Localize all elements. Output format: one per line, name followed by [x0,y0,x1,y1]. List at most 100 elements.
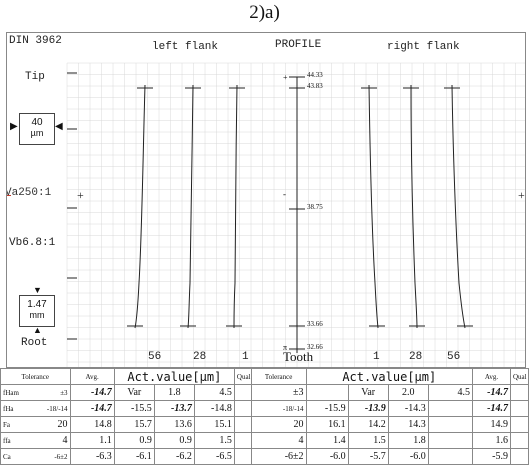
table-row: fHa -18/-14 -14.7 -15.5 -13.7 -14.8 -18/… [0,400,529,417]
val-cell: 15.7 [113,416,155,433]
left-tooth-28: 28 [193,351,207,363]
right-plus-marker: + [518,188,525,202]
qual-cell [509,448,529,465]
profile-marker-top: + [283,73,288,82]
qual-header-right: Qual [509,368,529,385]
tip-label: Tip [25,71,45,83]
arrow-left-icon: ◀ [55,121,63,132]
right-trace-1 [368,84,379,329]
act-value-header-left: Act.value[µm] [113,368,235,385]
tol-cell: 4 [42,432,71,449]
right-trace-56 [451,84,466,329]
table-row: Fa 20 14.8 15.7 13.6 15.1 20 16.1 14.2 1… [0,416,529,433]
val-cell: 0.9 [113,432,155,449]
qual-cell [233,400,252,417]
val-cell [427,400,474,417]
arrow-right-icon: ▶ [10,121,18,132]
val-cell: -6.1 [113,448,155,465]
avg-cell: 1.1 [69,432,115,449]
val-cell: -14.8 [193,400,235,417]
right-tooth-56: 56 [447,351,461,363]
avg-header-left: Avg. [69,368,115,385]
qual-cell [233,432,252,449]
val-cell [427,448,474,465]
val-cell: 1.5 [193,432,235,449]
table-header-row: Tolerance Avg. Act.value[µm] Qual Tolera… [0,368,529,385]
scale-bottom-value: 1.47 [27,299,47,310]
val-cell: 14.3 [387,416,429,433]
tooth-label: Tooth [283,349,314,364]
val-cell: 1.8 [387,432,429,449]
va-label: Va250:1 [6,187,52,199]
tol-cell: -18/-14 [250,400,307,417]
profile-marker-middle: - [283,189,286,199]
val-cell [305,384,349,401]
scale-bottom-box: 1.47 mm [19,295,55,327]
profile-tick-5: 32.66 [307,343,323,351]
profile-scale [289,76,305,353]
param-cell: Fa [0,416,43,433]
tol-cell: ±3 [250,384,307,401]
qual-header-left: Qual [233,368,252,385]
right-flank-label: right flank [387,41,460,53]
val-cell: 1.4 [305,432,349,449]
tol-cell: -18/-14 [42,400,71,417]
qual-cell [233,448,252,465]
table-row: Ca -6±2 -6.3 -6.1 -6.2 -6.5 -6±2 -6.0 -5… [0,448,529,465]
scale-top-unit: µm [30,128,44,138]
act-value-header-right: Act.value[µm] [305,368,474,385]
tolerance-header-right: Tolerance [250,368,307,385]
val-cell: Var [113,384,155,401]
qual-cell [233,384,252,401]
tolerance-table: Tolerance Avg. Act.value[µm] Qual Tolera… [0,368,529,465]
avg-cell: -5.9 [472,448,511,465]
left-trace-56 [134,84,146,329]
tol-cell: 4 [250,432,307,449]
left-flank-label: left flank [152,41,219,53]
val-cell: 15.1 [193,416,235,433]
param-cell: ffa [0,432,43,449]
avg-cell: -14.7 [472,400,511,417]
left-flank-traces [127,84,245,329]
avg-cell: 1.6 [472,432,511,449]
tol-cell: 20 [42,416,71,433]
right-tooth-1: 1 [373,351,380,363]
val-cell: -5.7 [347,448,389,465]
val-cell: -13.7 [153,400,195,417]
figure-label: 2)a) [249,2,280,23]
va-red-mark [7,195,11,196]
val-cell: -14.3 [387,400,429,417]
right-trace-28 [410,84,418,329]
val-cell: -15.5 [113,400,155,417]
val-cell: -6.2 [153,448,195,465]
param-cell: fHam [0,384,43,401]
tolerance-header-left: Tolerance [0,368,71,385]
left-plus-marker: + [77,188,84,202]
val-cell [427,416,474,433]
profile-chart: + + DIN 3962 left flank PROFILE right fl… [6,32,526,368]
qual-cell [509,400,529,417]
val-cell: 0.9 [153,432,195,449]
qual-cell [509,432,529,449]
left-trace-1 [233,84,238,329]
profile-tick-2: 43.83 [307,82,323,90]
avg-cell: -14.7 [472,384,511,401]
table-row: ffa 4 1.1 0.9 0.9 1.5 4 1.4 1.5 1.8 1.6 [0,432,529,449]
root-label: Root [21,337,48,349]
avg-cell: 14.8 [69,416,115,433]
val-cell: 16.1 [305,416,349,433]
left-tooth-56: 56 [148,351,162,363]
tol-cell: ±3 [42,384,71,401]
profile-tick-4: 33.66 [307,320,323,328]
scale-top-value: 40 [31,117,43,128]
profile-marker-bottom: π [283,343,288,352]
val-cell: -6.0 [305,448,349,465]
profile-tick-1: 44.33 [307,71,323,79]
scale-bottom-unit: mm [29,310,45,320]
avg-cell: -14.7 [69,400,115,417]
avg-cell: -6.3 [69,448,115,465]
table-row: fHam ±3 -14.7 Var 1.8 4.5 ±3 Var 2.0 4.5… [0,384,529,401]
chart-grid: + + [66,62,525,367]
right-flank-traces [361,84,473,329]
val-cell: -13.9 [347,400,389,417]
